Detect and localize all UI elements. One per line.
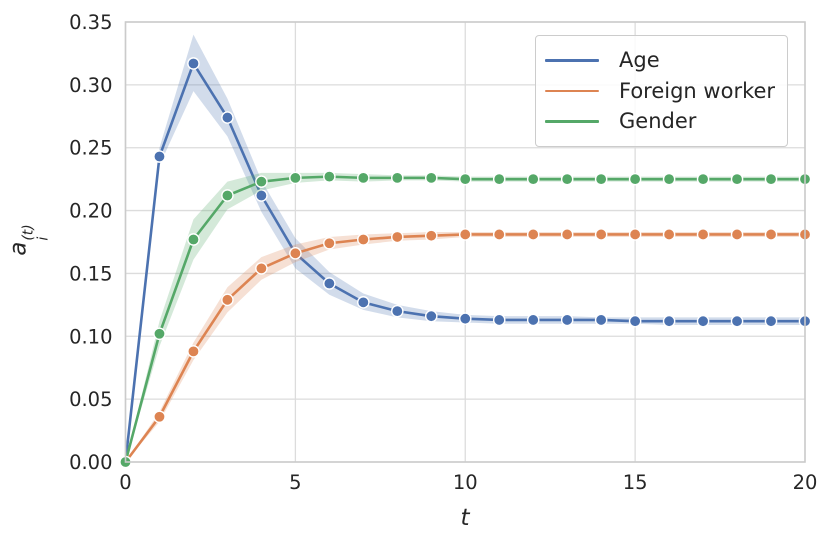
y-axis-label-sup: (t)	[20, 224, 37, 241]
y-tick-label: 0.05	[69, 388, 112, 411]
data-point	[628, 314, 642, 328]
data-point	[458, 172, 472, 186]
data-point	[390, 171, 404, 185]
data-point	[187, 57, 200, 70]
y-tick-label: 0.30	[69, 74, 112, 97]
data-point	[323, 277, 336, 290]
legend: Age Foreign worker Gender	[535, 35, 788, 147]
data-point	[764, 228, 778, 241]
confidence-band	[125, 34, 805, 462]
data-point	[730, 314, 744, 328]
legend-label-gender: Gender	[619, 108, 697, 133]
data-point	[662, 228, 676, 241]
y-tick-label: 0.25	[69, 137, 112, 160]
y-tick-label: 0.35	[69, 11, 112, 34]
data-point	[187, 345, 200, 358]
data-point	[492, 228, 506, 241]
data-point	[255, 189, 268, 202]
data-point	[458, 312, 472, 325]
data-point	[390, 304, 404, 318]
x-tick-label: 5	[289, 471, 301, 494]
data-point	[594, 172, 608, 186]
data-point	[323, 236, 336, 250]
data-point	[526, 313, 540, 327]
y-tick-label: 0.00	[69, 451, 112, 474]
legend-label-age: Age	[619, 48, 660, 73]
data-point	[187, 233, 200, 246]
legend-label-foreign-worker: Foreign worker	[619, 78, 776, 103]
data-point	[492, 313, 506, 327]
data-point	[764, 314, 778, 328]
data-point	[153, 410, 166, 424]
data-point	[696, 172, 710, 186]
x-tick-label: 0	[119, 471, 131, 494]
data-point	[357, 171, 370, 185]
data-point	[357, 233, 370, 246]
data-point	[628, 172, 642, 186]
y-tick-label: 0.10	[69, 325, 112, 348]
data-point	[255, 175, 268, 188]
legend-item-foreign-worker: Foreign worker	[536, 78, 787, 103]
data-point	[424, 309, 438, 323]
plot-frame	[124, 21, 806, 463]
legend-swatch-gender	[545, 119, 599, 123]
data-point	[458, 228, 472, 241]
data-point	[730, 172, 744, 186]
x-tick-label: 15	[623, 471, 648, 494]
data-point	[594, 228, 608, 241]
data-point	[153, 150, 166, 163]
y-tick-label: 0.15	[69, 262, 112, 285]
data-point	[390, 230, 404, 244]
data-point	[696, 314, 710, 328]
data-point	[221, 189, 234, 202]
data-point	[153, 327, 166, 341]
data-point	[662, 314, 676, 328]
data-point	[526, 228, 540, 241]
data-point	[662, 172, 676, 186]
x-axis-label: t	[460, 505, 470, 531]
legend-item-age: Age	[536, 50, 787, 71]
data-point	[221, 111, 234, 124]
y-tick-label: 0.20	[69, 200, 112, 223]
data-point	[560, 228, 574, 241]
data-point	[560, 172, 574, 186]
data-point	[560, 313, 574, 327]
x-tick-label: 10	[453, 471, 478, 494]
data-point	[424, 229, 438, 243]
data-point	[357, 296, 370, 309]
legend-item-gender: Gender	[536, 108, 787, 133]
data-point	[628, 228, 642, 241]
legend-swatch-foreign-worker	[545, 89, 599, 93]
data-point	[492, 172, 506, 186]
data-point	[730, 228, 744, 241]
data-point	[255, 262, 268, 275]
y-axis-label-sub: i	[36, 236, 52, 241]
data-point	[289, 171, 302, 185]
data-point	[764, 172, 778, 186]
y-axis-label-base: a	[5, 241, 32, 256]
data-point	[221, 293, 234, 307]
data-point	[289, 247, 302, 260]
legend-swatch-age	[545, 59, 599, 63]
y-axis-label-scripts: (t) i	[20, 224, 53, 241]
data-point	[424, 171, 438, 185]
x-tick-label: 20	[793, 471, 818, 494]
data-point	[526, 172, 540, 186]
data-point	[594, 313, 608, 327]
data-point	[696, 228, 710, 241]
data-point	[323, 170, 336, 183]
y-axis-label: a (t) i	[6, 224, 53, 256]
